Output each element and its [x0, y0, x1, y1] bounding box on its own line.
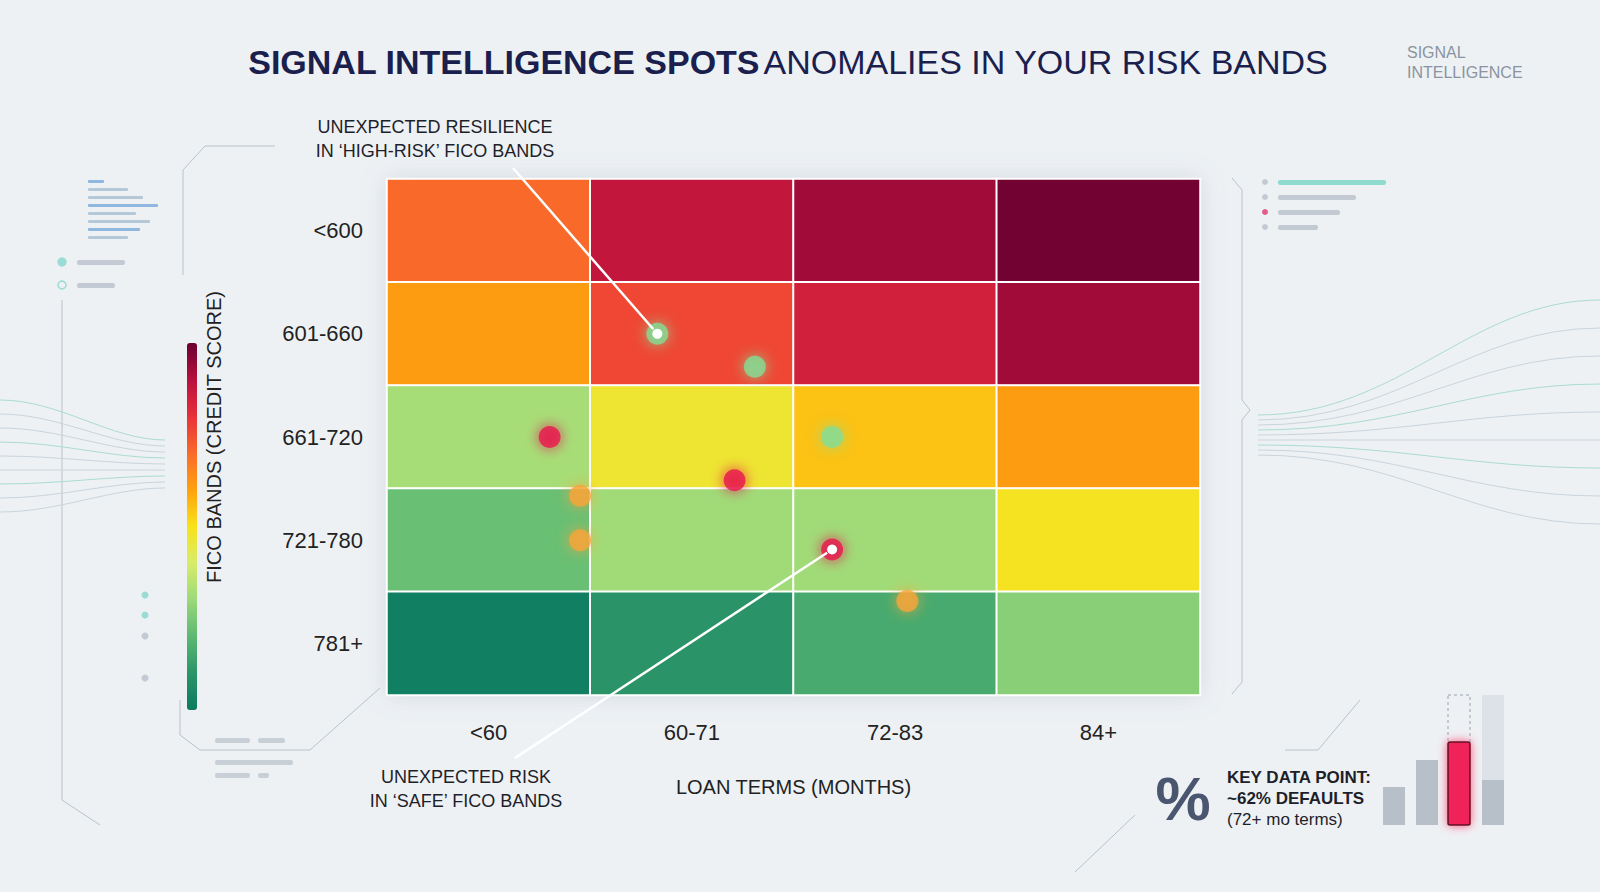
svg-text:%: %	[1155, 764, 1210, 833]
svg-text:IN ‘SAFE’ FICO BANDS: IN ‘SAFE’ FICO BANDS	[370, 791, 562, 811]
svg-text:~62% DEFAULTS: ~62% DEFAULTS	[1227, 789, 1364, 808]
svg-text:UNEXPECTED RISK: UNEXPECTED RISK	[381, 767, 551, 787]
svg-text:SIGNAL INTELLIGENCE SPOTS: SIGNAL INTELLIGENCE SPOTS	[248, 43, 759, 81]
svg-text:84+: 84+	[1080, 720, 1117, 745]
svg-text:(72+ mo terms): (72+ mo terms)	[1227, 810, 1343, 829]
svg-text:72-83: 72-83	[867, 720, 923, 745]
svg-text:INTELLIGENCE: INTELLIGENCE	[1407, 64, 1523, 81]
svg-text:LOAN TERMS (MONTHS): LOAN TERMS (MONTHS)	[676, 776, 911, 798]
svg-text:601-660: 601-660	[282, 321, 363, 346]
svg-text:661-720: 661-720	[282, 425, 363, 450]
svg-text:SIGNAL: SIGNAL	[1407, 44, 1466, 61]
svg-text:KEY DATA POINT:: KEY DATA POINT:	[1227, 768, 1371, 787]
svg-text:FICO BANDS (CREDIT SCORE): FICO BANDS (CREDIT SCORE)	[203, 291, 225, 583]
svg-text:IN ‘HIGH-RISK’ FICO BANDS: IN ‘HIGH-RISK’ FICO BANDS	[316, 141, 554, 161]
svg-text:781+: 781+	[313, 631, 363, 656]
svg-text:60-71: 60-71	[664, 720, 720, 745]
svg-text:721-780: 721-780	[282, 528, 363, 553]
svg-text:<60: <60	[470, 720, 507, 745]
svg-text:ANOMALIES IN YOUR RISK BANDS: ANOMALIES IN YOUR RISK BANDS	[763, 43, 1327, 81]
svg-text:<600: <600	[313, 218, 363, 243]
svg-text:UNEXPECTED RESILIENCE: UNEXPECTED RESILIENCE	[317, 117, 552, 137]
